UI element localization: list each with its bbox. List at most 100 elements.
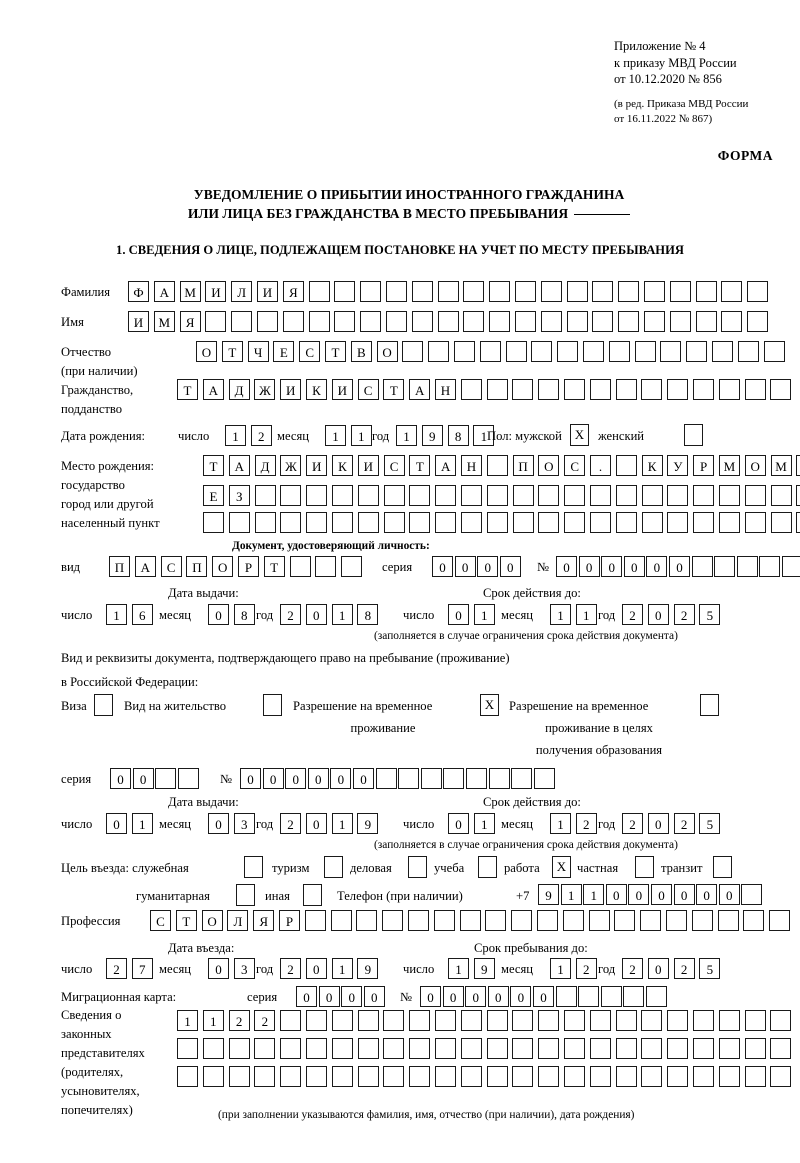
char-box[interactable] bbox=[486, 485, 508, 506]
char-box[interactable]: М bbox=[153, 311, 175, 332]
char-box[interactable] bbox=[433, 910, 455, 931]
char-box[interactable] bbox=[747, 281, 769, 302]
char-box[interactable] bbox=[331, 485, 353, 506]
char-box[interactable] bbox=[514, 311, 536, 332]
char-box[interactable]: А bbox=[134, 556, 156, 577]
char-box[interactable] bbox=[641, 512, 663, 533]
char-box[interactable]: С bbox=[160, 556, 182, 577]
char-box[interactable]: С bbox=[564, 455, 586, 476]
char-box[interactable] bbox=[485, 910, 507, 931]
char-box[interactable]: Т bbox=[177, 379, 198, 400]
char-box[interactable] bbox=[505, 341, 527, 362]
char-box[interactable]: 0 bbox=[673, 884, 695, 905]
char-box[interactable]: 1 bbox=[331, 604, 353, 625]
field-birthplace-line-3[interactable] bbox=[203, 512, 800, 533]
char-box[interactable]: 0 bbox=[296, 986, 317, 1007]
char-box[interactable]: 3 bbox=[233, 813, 255, 834]
char-box[interactable] bbox=[763, 341, 785, 362]
char-box[interactable] bbox=[256, 311, 278, 332]
char-box[interactable]: 1 bbox=[473, 425, 495, 446]
char-box[interactable] bbox=[331, 1066, 353, 1087]
char-box[interactable] bbox=[557, 341, 579, 362]
char-box[interactable] bbox=[486, 1066, 508, 1087]
char-box[interactable]: К bbox=[641, 455, 663, 476]
field-legal-rep-line-3[interactable] bbox=[177, 1066, 796, 1087]
char-box[interactable] bbox=[640, 910, 662, 931]
char-box[interactable]: 1 bbox=[331, 813, 353, 834]
char-box[interactable]: Ж bbox=[254, 379, 276, 400]
char-box[interactable] bbox=[641, 1010, 663, 1031]
char-box[interactable]: Б bbox=[796, 455, 800, 476]
char-box[interactable]: Т bbox=[221, 341, 243, 362]
char-box[interactable] bbox=[538, 512, 560, 533]
char-box[interactable]: 2 bbox=[622, 813, 643, 834]
char-box[interactable] bbox=[555, 986, 577, 1007]
char-box[interactable] bbox=[383, 512, 405, 533]
char-box[interactable] bbox=[693, 512, 715, 533]
char-box[interactable] bbox=[228, 512, 250, 533]
char-box[interactable] bbox=[744, 1066, 766, 1087]
char-box[interactable] bbox=[357, 1010, 379, 1031]
char-box[interactable] bbox=[203, 512, 224, 533]
char-box[interactable] bbox=[254, 1066, 276, 1087]
char-box[interactable]: 0 bbox=[556, 556, 577, 577]
char-box[interactable] bbox=[308, 281, 330, 302]
char-box[interactable]: О bbox=[196, 341, 217, 362]
char-box[interactable]: Н bbox=[434, 379, 456, 400]
char-box[interactable]: 2 bbox=[622, 958, 643, 979]
char-box[interactable]: 0 bbox=[442, 986, 464, 1007]
char-box[interactable] bbox=[641, 1038, 663, 1059]
char-box[interactable] bbox=[460, 1066, 482, 1087]
char-box[interactable] bbox=[538, 485, 560, 506]
char-box[interactable] bbox=[669, 281, 691, 302]
char-box[interactable]: З bbox=[228, 485, 250, 506]
char-box[interactable] bbox=[692, 1038, 714, 1059]
char-box[interactable] bbox=[691, 556, 713, 577]
char-box[interactable]: 0 bbox=[647, 813, 669, 834]
char-box[interactable] bbox=[489, 311, 511, 332]
char-box[interactable] bbox=[360, 311, 382, 332]
char-box[interactable]: Т bbox=[383, 379, 405, 400]
char-box[interactable]: 2 bbox=[228, 1010, 250, 1031]
char-box[interactable] bbox=[228, 1066, 250, 1087]
char-box[interactable] bbox=[331, 1038, 353, 1059]
char-box[interactable] bbox=[563, 1038, 585, 1059]
char-box[interactable]: 0 bbox=[487, 986, 509, 1007]
char-box[interactable] bbox=[398, 768, 420, 789]
char-box[interactable] bbox=[744, 1010, 766, 1031]
char-box[interactable] bbox=[562, 910, 584, 931]
field-legal-rep-line-2[interactable] bbox=[177, 1038, 796, 1059]
char-box[interactable]: . bbox=[589, 455, 611, 476]
char-box[interactable]: П bbox=[186, 556, 208, 577]
char-box[interactable] bbox=[718, 1010, 740, 1031]
char-box[interactable]: 0 bbox=[578, 556, 600, 577]
char-box[interactable] bbox=[634, 341, 656, 362]
checkbox-purpose-official[interactable] bbox=[244, 856, 263, 878]
char-box[interactable]: 0 bbox=[330, 768, 352, 789]
char-box[interactable]: Д bbox=[254, 455, 276, 476]
char-box[interactable]: 5 bbox=[699, 604, 721, 625]
char-box[interactable] bbox=[641, 379, 663, 400]
char-box[interactable] bbox=[177, 1038, 198, 1059]
char-box[interactable]: 6 bbox=[131, 604, 153, 625]
char-box[interactable]: Ф bbox=[128, 281, 149, 302]
char-box[interactable]: 2 bbox=[250, 425, 272, 446]
char-box[interactable]: 0 bbox=[601, 556, 623, 577]
char-box[interactable] bbox=[736, 556, 758, 577]
char-box[interactable] bbox=[177, 768, 199, 789]
char-box[interactable]: 7 bbox=[131, 958, 153, 979]
char-box[interactable] bbox=[781, 556, 800, 577]
char-box[interactable]: 2 bbox=[673, 958, 695, 979]
char-box[interactable]: Ж bbox=[280, 455, 302, 476]
char-box[interactable] bbox=[420, 768, 442, 789]
char-box[interactable] bbox=[641, 485, 663, 506]
char-box[interactable]: 1 bbox=[396, 425, 417, 446]
checkbox-sex-female[interactable] bbox=[684, 424, 703, 446]
char-box[interactable] bbox=[592, 311, 614, 332]
char-box[interactable]: 0 bbox=[465, 986, 487, 1007]
char-box[interactable] bbox=[304, 910, 326, 931]
